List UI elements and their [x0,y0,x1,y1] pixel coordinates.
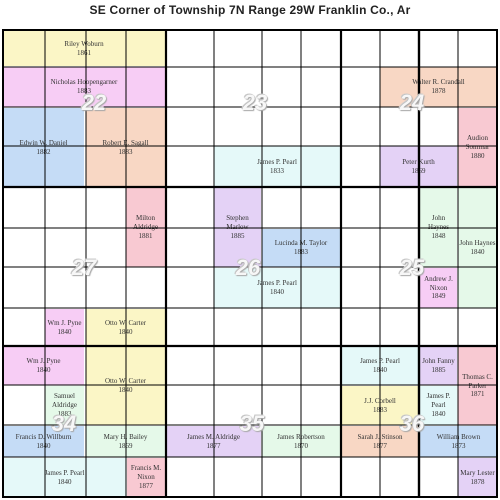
parcel-owner-name: Robert E. Sagall [102,138,149,147]
section-number: 24 [399,90,425,115]
parcel-year: 1840 [470,248,485,256]
parcel-owner-name: Mary Lester [460,468,495,477]
parcel-year: 1840 [57,477,72,486]
parcel-year: 1885 [230,231,245,240]
parcel-owner-name: Walter R. Crandall [412,78,465,87]
parcel-owner-name: Francis D. Willburn [15,432,72,441]
parcel-owner-name: Thomas C. Parker [462,372,493,390]
land-parcel: Wm J. Pyne 1840 [3,347,84,385]
parcel-owner-name: Samuel Aldridge [52,392,77,410]
parcel-year: 1877 [139,481,153,490]
land-parcel: James P. Pearl 1833 [214,146,340,187]
parcel-owner-name: John Haynes [459,239,496,248]
parcel-year: 1840 [36,366,51,374]
parcel-owner-name: James P. Pearl [44,468,85,477]
parcel-owner-name: Riley Woburn [64,39,104,48]
parcel-year: 1840 [57,327,72,336]
parcel-year: 1840 [269,288,284,296]
parcel-year: 1849 [431,292,446,301]
parcel-owner-name: Wm J. Pyne [26,357,61,366]
land-parcel: Riley Woburn 1861 [3,31,165,66]
section-number: 36 [399,411,425,436]
land-parcel: Nicholas Hoopengarner 1883 [3,67,165,107]
parcel-year: 1881 [138,231,153,240]
parcel-owner-name: Wm J. Pyne [47,318,82,327]
land-parcel: Audion Sommar 1880 [458,108,497,187]
parcel-owner-name: Andrew J. Nixon [424,274,453,292]
land-parcel: Wm J. Pyne 1840 [45,309,84,346]
parcel-year: 1861 [76,48,91,57]
parcel-year: 1877 [206,441,221,450]
section-number: 27 [71,255,97,280]
parcel-owner-name: Stephen Marlow [226,214,249,232]
parcel-owner-name: John Fanny [422,357,455,366]
parcel-year: 1885 [431,366,446,374]
section-number: 35 [239,411,265,436]
parcel-year: 1883 [57,409,72,418]
parcel-owner-name: Nicholas Hoopengarner [50,78,118,87]
parcel-year: 1833 [269,166,284,175]
land-parcel: Thomas C. Parker 1871 [458,347,497,425]
parcel-year: 1883 [76,87,91,95]
parcel-owner-name: Audion Sommar [465,134,490,152]
section-number: 34 [51,411,77,436]
parcel-year: 1878 [470,477,485,486]
land-parcel: Edwin W. Daniel 1882 [3,108,84,187]
land-parcel: Francis M. Nixon 1877 [127,458,165,497]
parcel-year: 1882 [36,147,51,156]
parcel-year: 1848 [431,231,446,240]
parcel-owner-name: John Haynes [428,214,449,232]
section-number: 26 [235,255,261,280]
parcel-owner-name: Milton Aldridge [133,214,158,232]
parcel-owner-name: Francis M. Nixon [130,464,162,482]
map-title: SE Corner of Township 7N Range 29W Frank… [89,3,411,17]
land-parcel: Walter R. Crandall 1878 [380,67,497,107]
parcel-year: 1871 [470,390,485,399]
section-number: 22 [81,90,107,115]
parcel-owner-name: Edwin W. Daniel [19,138,68,147]
parcel-owner-name: James P. Pearl [257,279,297,288]
land-parcel: John Haynes 1840 [458,188,497,308]
land-parcel: Andrew J. Nixon 1849 [420,268,457,308]
parcel-year: 1840 [36,441,51,450]
parcel-owner-name: James M. Aldridge [186,432,241,441]
parcel-year: 1878 [431,87,446,95]
parcel-year: 1883 [118,147,133,156]
parcel-owner-name: James P. Pearl [257,157,297,166]
parcel-owner-name: James P. Pearl [426,392,451,410]
land-parcel: John Fanny 1885 [420,347,457,385]
parcel-year: 1840 [431,409,446,418]
section-number: 25 [399,255,425,280]
parcel-year: 1880 [470,151,485,160]
land-parcel: Francis D. Willburn 1840 [3,426,84,457]
land-parcel: Mary Lester 1878 [458,458,497,497]
map-border [2,29,498,498]
section-number: 23 [242,90,268,115]
land-parcel: Samuel Aldridge 1883 [45,386,84,425]
